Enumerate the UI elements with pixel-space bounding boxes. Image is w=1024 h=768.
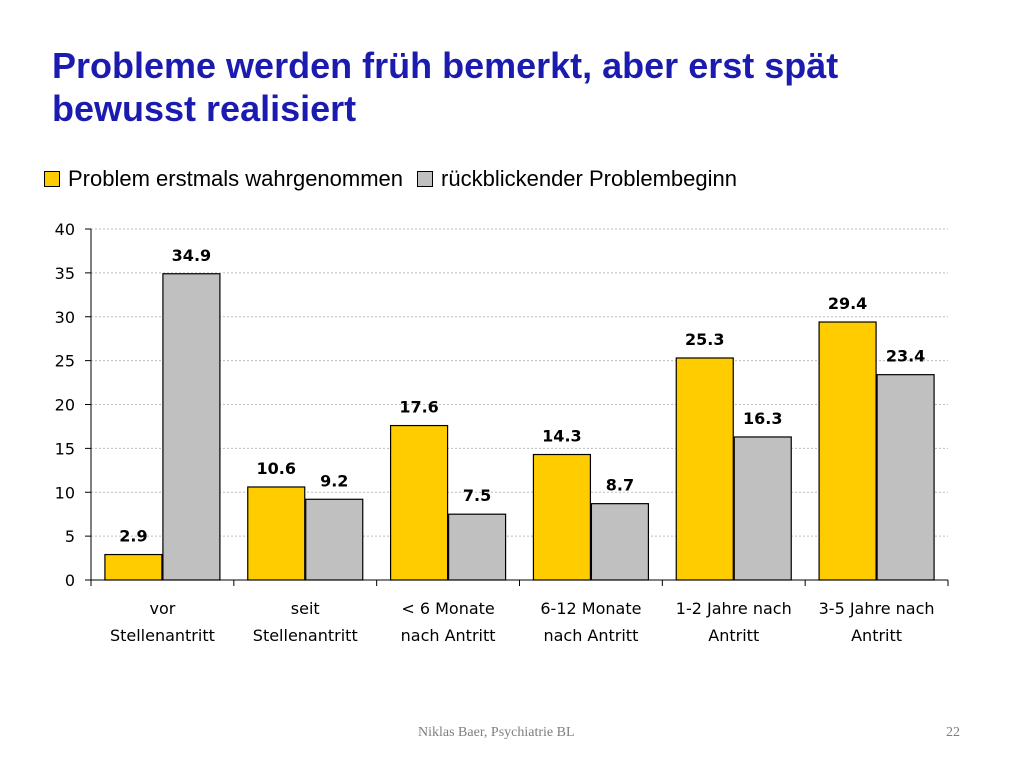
y-tick-label: 25 (55, 352, 75, 371)
bar-series-2 (162, 273, 221, 581)
legend-label-series-2: rückblickender Problembeginn (441, 166, 737, 191)
bar-series-1 (104, 553, 163, 581)
data-label-series-1: 29.4 (828, 294, 867, 313)
data-label-series-2: 16.3 (743, 409, 782, 428)
data-label-series-2: 34.9 (172, 246, 211, 265)
bar-series-1 (818, 321, 877, 581)
y-tick-label: 30 (55, 308, 75, 327)
legend-swatch-series-1 (44, 171, 60, 187)
bar-series-1 (675, 357, 734, 581)
bar-series-2 (590, 503, 650, 581)
legend-label-series-1: Problem erstmals wahrgenommen (68, 166, 404, 191)
bar-chart: 0 5 10 15 20 25 30 35 40 2.9 34.9 vor Stellenantritt… (55, 220, 949, 645)
bar-series-2 (447, 513, 507, 581)
x-tick-label: 1-2 Jahre nach (676, 599, 792, 618)
data-label-series-2: 8.7 (606, 476, 634, 495)
bar-series-1 (389, 424, 449, 581)
x-tick-label: seit (291, 599, 320, 618)
y-tick-label: 0 (65, 571, 75, 590)
x-tick-label: nach Antritt (401, 626, 496, 645)
slide-title: Probleme werden früh bemerkt, aber erst … (52, 44, 838, 130)
legend-swatch-series-2 (417, 171, 434, 187)
bar-series-2 (733, 436, 792, 581)
chart-legend: Problem erstmals wahrgenommen rückblicke… (44, 166, 751, 192)
y-tick-label: 5 (65, 527, 75, 546)
x-tick-label: 6-12 Monate (540, 599, 641, 618)
y-tick-label: 40 (55, 220, 75, 239)
data-label-series-1: 14.3 (542, 427, 581, 446)
bar-series-1 (247, 486, 306, 581)
x-tick-label: Stellenantritt (253, 626, 358, 645)
x-tick-label: nach Antritt (543, 626, 638, 645)
x-tick-label: < 6 Monate (401, 599, 494, 618)
slide-title-line-2: bewusst realisiert (52, 88, 357, 129)
bar-series-2 (305, 498, 364, 581)
data-label-series-2: 9.2 (320, 471, 348, 490)
legend-item-series-1: Problem erstmals wahrgenommen (44, 166, 403, 192)
bar-series-1 (532, 453, 592, 581)
x-tick-label: Antritt (851, 626, 902, 645)
data-label-series-1: 10.6 (257, 459, 296, 478)
y-tick-label: 15 (55, 439, 75, 458)
y-tick-label: 10 (55, 483, 75, 502)
data-label-series-1: 2.9 (119, 527, 147, 546)
slide-title-line-1: Probleme werden früh bemerkt, aber erst … (52, 45, 839, 86)
x-tick-label: Stellenantritt (110, 626, 215, 645)
page-number: 22 (946, 725, 960, 740)
data-label-series-2: 7.5 (463, 486, 491, 505)
y-tick-label: 20 (55, 396, 75, 415)
legend-item-series-2: rückblickender Problembeginn (417, 166, 737, 192)
data-label-series-2: 23.4 (886, 347, 925, 366)
bar-series-2 (876, 374, 935, 581)
y-tick-label: 35 (55, 264, 75, 283)
data-label-series-1: 17.6 (399, 398, 438, 417)
x-tick-label: Antritt (708, 626, 759, 645)
x-tick-label: vor (149, 599, 175, 618)
footer-author: Niklas Baer, Psychiatrie BL (418, 725, 575, 740)
data-label-series-1: 25.3 (685, 330, 724, 349)
x-tick-label: 3-5 Jahre nach (819, 599, 935, 618)
